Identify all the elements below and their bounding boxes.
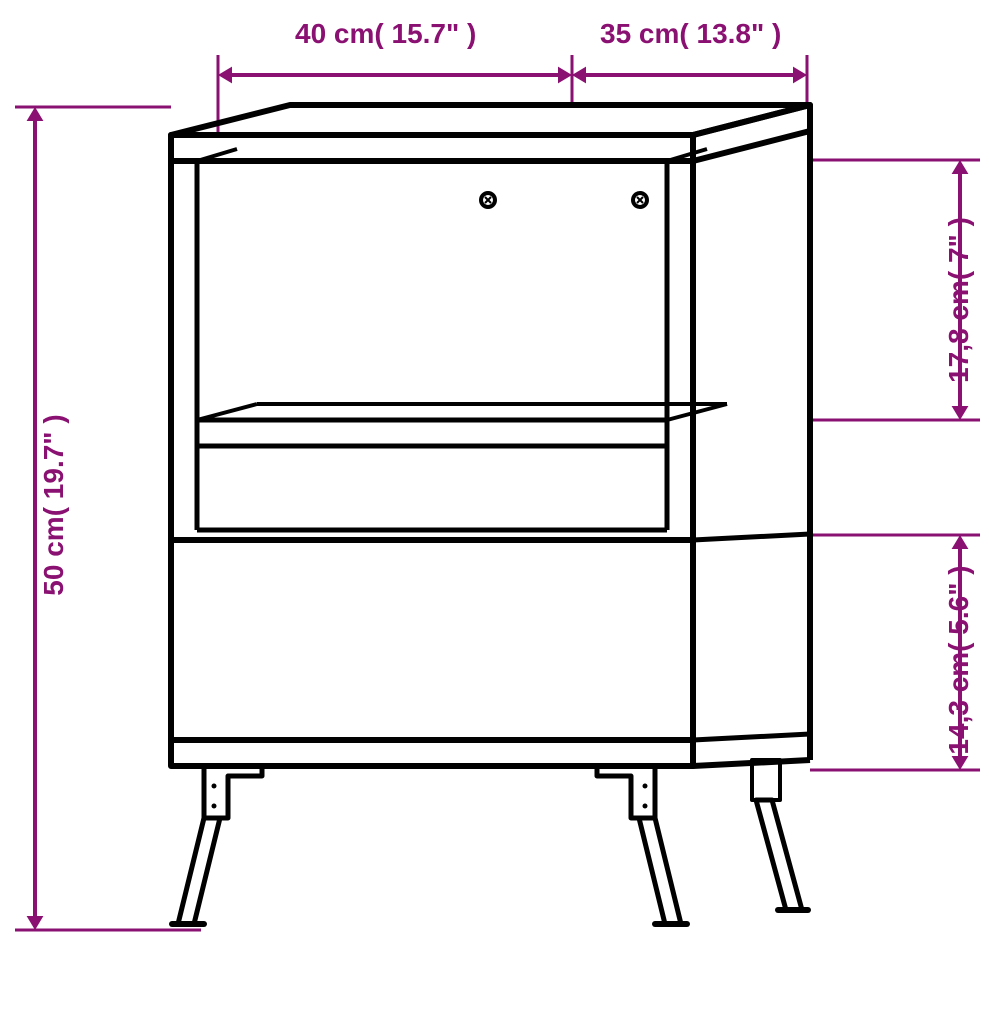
dimension-drawing: [0, 0, 989, 1020]
dimension-label-drawer: 14,3 cm( 5.6" ): [943, 565, 975, 754]
dimension-label-shelf: 17,8 cm( 7" ): [943, 217, 975, 383]
diagram-stage: 40 cm( 15.7" ) 35 cm( 13.8" ) 50 cm( 19.…: [0, 0, 989, 1020]
dimension-label-height: 50 cm( 19.7" ): [38, 414, 70, 595]
dimension-label-depth: 35 cm( 13.8" ): [600, 18, 781, 50]
dimension-label-width: 40 cm( 15.7" ): [295, 18, 476, 50]
